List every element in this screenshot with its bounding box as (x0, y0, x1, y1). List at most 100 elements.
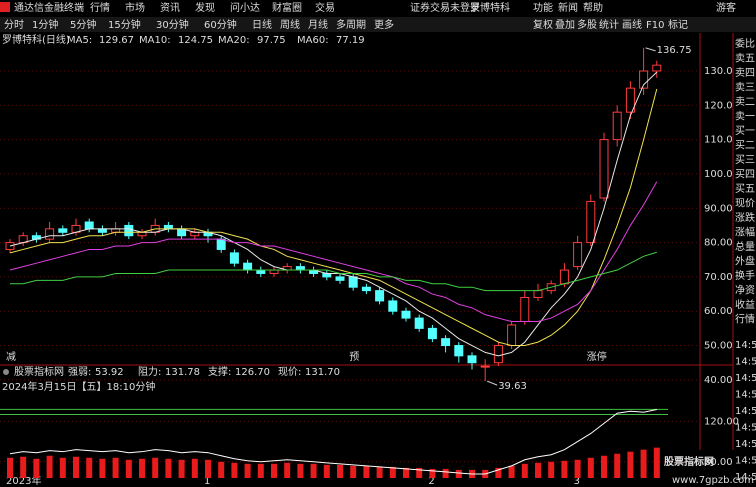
bar (271, 463, 277, 478)
tool-button[interactable]: 叠加 (555, 19, 575, 31)
candle-body (45, 228, 55, 240)
tool-button[interactable]: 复权 (533, 18, 553, 31)
bar (152, 457, 159, 478)
candle-body (414, 317, 424, 329)
period-tab[interactable]: 多周期 (336, 18, 366, 31)
menu-item[interactable]: 市场 (125, 1, 145, 14)
candle-body (216, 238, 226, 250)
legend-name: MA5: (67, 35, 92, 46)
sidebar-time: 14:56 (735, 472, 756, 483)
bar (587, 457, 594, 478)
period-tab[interactable]: 60分钟 (204, 18, 237, 31)
menu-item[interactable]: 发现 (195, 1, 215, 14)
candle-body (243, 262, 253, 271)
period-tab[interactable]: 30分钟 (156, 18, 189, 31)
legend-value: 129.67 (99, 35, 134, 46)
candle-body (111, 228, 121, 233)
bar (363, 465, 370, 478)
bar (389, 466, 396, 478)
sidebar-label: 买三 (735, 154, 755, 166)
period-tab[interactable]: 月线 (308, 18, 328, 31)
tool-button[interactable]: 画线 (622, 18, 642, 31)
y-tick-label: 110.0 (704, 135, 733, 146)
bar (535, 462, 541, 478)
stat-name: 现价: (278, 366, 301, 378)
bar (20, 456, 27, 478)
bar (614, 453, 621, 478)
y-tick-label: 100.0 (704, 169, 733, 180)
menu-item[interactable]: 资讯 (160, 2, 180, 14)
candle-body (375, 290, 385, 302)
bar (403, 467, 409, 478)
tool-button[interactable]: 多股 (577, 18, 597, 31)
period-tab[interactable]: 日线 (252, 18, 272, 31)
y-tick-label: 60.00 (704, 306, 733, 317)
bar (601, 455, 607, 478)
candle-body (97, 228, 107, 233)
sidebar-label: 外盘 (735, 255, 755, 268)
stat-name: 阻力: (138, 365, 161, 378)
bar (416, 467, 423, 478)
candle-body (427, 327, 437, 340)
period-tab[interactable]: 更多 (374, 18, 394, 31)
sidebar-label: 卖二 (735, 96, 755, 108)
tool-button[interactable]: 统计 (599, 18, 619, 31)
bar (548, 461, 555, 478)
sidebar-label: 委比 (735, 37, 755, 50)
period-tab[interactable]: 15分钟 (108, 18, 141, 31)
sidebar-label: 买二 (735, 140, 755, 152)
candle-body (652, 64, 662, 72)
candle-body (520, 296, 530, 323)
menu-item[interactable]: 问小达 (230, 1, 260, 14)
y-tick-label: 50.00 (704, 341, 733, 352)
bar (495, 467, 502, 478)
menu-item[interactable]: 行情 (90, 1, 110, 14)
candle-body (295, 266, 305, 271)
legend-name: MA60: (297, 35, 329, 46)
period-tab[interactable]: 周线 (280, 18, 300, 31)
candle-body (493, 345, 503, 364)
stat-name: 支撑: (208, 365, 231, 378)
menu-right[interactable]: 新闻 (558, 1, 578, 14)
signal-label: 减 (6, 351, 16, 363)
candle-body (229, 252, 239, 264)
period-tab[interactable]: 5分钟 (70, 18, 96, 31)
period-tab[interactable]: 1分钟 (32, 18, 58, 31)
bar (139, 458, 145, 478)
x-tick-label: 3 (574, 476, 580, 487)
ma-line (9, 88, 658, 347)
high-label: 136.75 (657, 45, 692, 56)
sidebar-label: 换手 (735, 269, 755, 282)
user[interactable]: 游客 (716, 1, 736, 14)
bar (86, 457, 93, 478)
period-tab[interactable]: 分时 (4, 19, 24, 31)
candle-body (124, 224, 134, 237)
candle-body (573, 242, 583, 268)
bar (46, 455, 53, 478)
sidebar-time: 14:56 (735, 390, 756, 401)
bar (244, 463, 251, 478)
tool-button[interactable]: 标记 (668, 19, 688, 31)
tool-button[interactable]: F10 (646, 20, 664, 31)
bar (33, 458, 40, 478)
bar (112, 457, 119, 478)
indicator-icon (3, 369, 9, 375)
y-tick-label: 130.0 (704, 66, 733, 77)
bar (297, 463, 304, 478)
bar (442, 468, 449, 478)
candle-body (348, 276, 358, 288)
candle-body (335, 276, 345, 281)
candle-body (533, 290, 543, 298)
candle-body (467, 355, 477, 364)
menu-right[interactable]: 功能 (533, 1, 553, 14)
menu-right[interactable]: 帮助 (583, 1, 603, 14)
stock-name: 罗博特科 (470, 1, 510, 14)
sidebar-label: 总量 (735, 240, 755, 253)
candle-body (388, 300, 398, 312)
login-status[interactable]: 证券交易未登录 (410, 1, 480, 14)
bar (165, 458, 172, 478)
watermark-bg (658, 450, 756, 487)
menu-item[interactable]: 财富圈 (272, 1, 302, 14)
menu-item[interactable]: 交易 (315, 1, 335, 14)
